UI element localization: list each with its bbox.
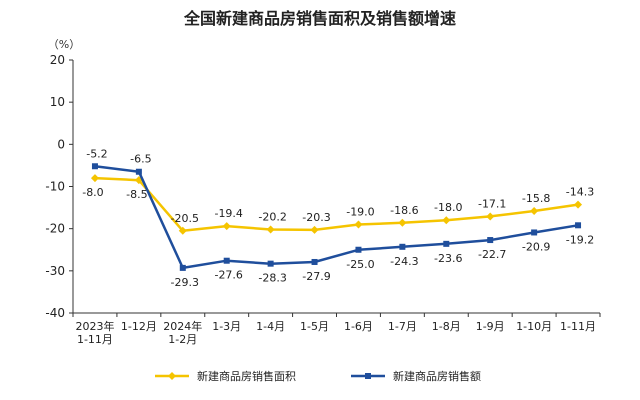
x-tick-label: 1-11月 <box>77 333 113 346</box>
legend-marker-0 <box>168 372 176 380</box>
series-1-data-label: -28.3 <box>258 272 286 285</box>
chart-title: 全国新建商品房销售面积及销售额增速 <box>183 9 456 28</box>
series-1-data-label: -20.9 <box>522 240 550 253</box>
x-tick-label: 1-11月 <box>560 320 596 333</box>
series-1-point <box>399 243 406 250</box>
series-1-data-label: -24.3 <box>390 255 418 268</box>
series-0-data-label: -20.2 <box>258 211 286 224</box>
legend-marker-1 <box>365 373 371 379</box>
series-1-data-label: -5.2 <box>86 147 107 160</box>
series-0-point <box>574 200 583 209</box>
series-0-point <box>90 174 99 183</box>
series-0-point <box>398 218 407 227</box>
series-0-point <box>486 212 495 221</box>
series-0-data-label: -19.4 <box>214 207 242 220</box>
series-1-data-label: -27.6 <box>214 269 242 282</box>
x-tick-label: 1-5月 <box>300 320 329 333</box>
data-labels: -8.0 -8.5 -20.5 -19.4 -20.2 -20.3 -19.0 -18.6 -1… <box>82 147 594 289</box>
series-0-data-label: -8.0 <box>82 186 103 199</box>
series-0-data-label: -20.5 <box>171 212 199 225</box>
series-1-point <box>179 264 186 271</box>
series-1-point <box>355 246 362 253</box>
series-0-data-label: -18.0 <box>434 201 462 214</box>
series-1-data-label: -22.7 <box>478 248 506 261</box>
y-tick-label: 0 <box>57 137 65 151</box>
series-1-point <box>575 222 582 229</box>
series-0-point <box>222 222 231 231</box>
x-tick-label: 1-12月 <box>121 320 157 333</box>
series-1-data-label: -29.3 <box>171 276 199 289</box>
series-1-point <box>443 240 450 247</box>
series-1-data-label: -25.0 <box>346 258 374 271</box>
series-0-data-label: -14.3 <box>566 186 594 199</box>
series-1-data-label: -6.5 <box>130 153 151 166</box>
series-0-data-label: -18.6 <box>390 204 418 217</box>
series-0-point <box>354 220 363 229</box>
x-tick-label: 1-2月 <box>168 333 197 346</box>
y-unit-label: （%） <box>48 38 80 51</box>
series-0-data-label: -19.0 <box>346 205 374 218</box>
y-tick-label: 20 <box>50 53 65 67</box>
x-tick-label: 1-4月 <box>256 320 285 333</box>
legend-label-0: 新建商品房销售面积 <box>197 369 296 383</box>
series-1-point <box>267 260 274 267</box>
series-0-point <box>178 226 187 235</box>
x-tick-label: 1-8月 <box>432 320 461 333</box>
series-1-point <box>223 257 230 264</box>
y-tick-label: -20 <box>45 222 65 236</box>
series-1-point <box>311 258 318 265</box>
x-tick-label: 1-7月 <box>388 320 417 333</box>
series-line-1 <box>94 165 579 270</box>
series-1-data-label: -19.2 <box>566 233 594 246</box>
series-0-data-label: -20.3 <box>302 211 330 224</box>
x-tick-label: 1-3月 <box>212 320 241 333</box>
series-line-0 <box>94 176 579 233</box>
series-0-point <box>442 216 451 225</box>
series-0-data-label: -15.8 <box>522 192 550 205</box>
series-1-point <box>91 163 98 170</box>
series-1-point <box>531 229 538 236</box>
x-tick-label: 1-9月 <box>476 320 505 333</box>
series-0-point <box>266 225 275 234</box>
series-1-data-label: -23.6 <box>434 252 462 265</box>
legend: 新建商品房销售面积 新建商品房销售额 <box>155 369 481 383</box>
series-1-point <box>135 168 142 175</box>
x-tick-label: 2023年 <box>75 319 114 333</box>
x-tick-label: 1-10月 <box>516 320 552 333</box>
series-1-data-label: -27.9 <box>302 270 330 283</box>
series-0-point <box>310 225 319 234</box>
series-layer <box>90 163 583 271</box>
series-0-data-label: -17.1 <box>478 197 506 210</box>
series-0-data-label: -8.5 <box>126 188 147 201</box>
x-tick-label: 2024年 <box>163 319 202 333</box>
series-0-point <box>530 206 539 215</box>
y-tick-label: -40 <box>45 306 65 320</box>
x-tick-label: 1-6月 <box>344 320 373 333</box>
y-tick-label: -10 <box>45 180 65 194</box>
y-tick-label: 10 <box>50 95 65 109</box>
series-1-point <box>487 237 494 244</box>
y-tick-label: -30 <box>45 264 65 278</box>
legend-label-1: 新建商品房销售额 <box>393 369 481 383</box>
